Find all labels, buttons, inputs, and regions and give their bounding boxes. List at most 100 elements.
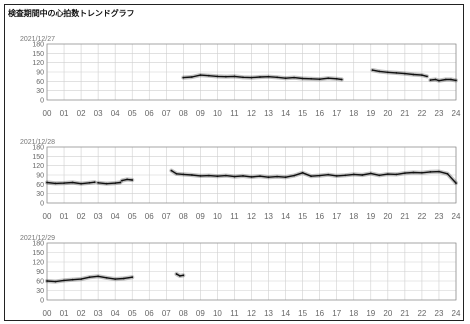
y-tick-label: 120	[32, 163, 44, 170]
y-tick-label: 0	[40, 298, 44, 305]
x-tick-label: 13	[264, 212, 273, 221]
x-tick-label: 12	[247, 309, 256, 318]
heart-rate-point	[395, 72, 398, 74]
heart-rate-point	[438, 79, 440, 82]
x-tick-label: 14	[281, 309, 290, 318]
x-tick-label: 00	[43, 109, 52, 118]
x-tick-label: 14	[281, 212, 290, 221]
y-tick-label: 90	[36, 269, 44, 276]
heart-rate-point	[378, 174, 381, 177]
x-tick-label: 18	[349, 109, 358, 118]
heart-rate-point	[80, 278, 82, 280]
x-tick-label: 14	[281, 109, 290, 118]
heart-rate-point	[259, 76, 261, 78]
heart-rate-point	[233, 75, 236, 78]
heart-rate-point	[434, 78, 437, 81]
heart-rate-point	[88, 276, 91, 279]
y-tick-label: 180	[32, 145, 44, 152]
heart-rate-point	[378, 70, 381, 73]
x-tick-label: 15	[298, 109, 307, 118]
heart-rate-point	[293, 76, 295, 79]
heart-rate-point	[175, 273, 178, 275]
heart-rate-point	[182, 274, 185, 277]
x-tick-label: 08	[179, 309, 188, 318]
heart-rate-point	[170, 169, 173, 172]
x-tick-label: 09	[196, 309, 205, 318]
heart-rate-point	[386, 173, 389, 176]
x-tick-label: 03	[94, 212, 103, 221]
x-tick-label: 17	[332, 309, 341, 318]
x-tick-label: 11	[230, 109, 239, 118]
x-tick-label: 06	[145, 309, 154, 318]
x-tick-label: 00	[43, 309, 52, 318]
heart-rate-point	[121, 179, 123, 182]
y-tick-label: 0	[40, 98, 44, 105]
x-tick-label: 09	[196, 109, 205, 118]
x-tick-label: 00	[43, 212, 52, 221]
x-tick-label: 18	[349, 309, 358, 318]
x-tick-label: 05	[128, 309, 137, 318]
x-tick-label: 20	[383, 109, 392, 118]
heart-rate-point	[310, 77, 312, 80]
x-tick-label: 02	[77, 212, 86, 221]
heart-rate-point	[242, 175, 244, 177]
heart-rate-line	[182, 74, 343, 81]
heart-rate-point	[63, 279, 65, 282]
heart-rate-point	[93, 181, 96, 184]
chart-panel-2: 2021/12/28 00 01 02 03 04 05 06 07 08 09 10 11 12 13 14…	[20, 139, 461, 221]
x-tick-label: 10	[213, 109, 222, 118]
x-tick-label: 07	[162, 212, 171, 221]
heart-rate-point	[191, 174, 193, 176]
x-tick-label: 01	[60, 212, 69, 221]
heart-rate-point	[179, 275, 181, 277]
heart-rate-point	[335, 175, 338, 177]
heart-rate-point	[429, 79, 432, 81]
x-tick-label: 05	[128, 109, 137, 118]
heart-rate-point	[225, 174, 227, 177]
x-tick-label: 16	[315, 212, 324, 221]
heart-rate-line	[97, 181, 122, 185]
chart-panel-1: 2021/12/27 00 01 02 03 04 05 06 07 08 09 10 11 12 13 14…	[20, 36, 461, 118]
x-tick-label: 12	[247, 109, 256, 118]
x-tick-label: 02	[77, 309, 86, 318]
plot-area-border	[46, 43, 457, 101]
x-tick-label: 17	[332, 212, 341, 221]
heart-rate-point	[182, 76, 185, 79]
x-tick-label: 09	[196, 212, 205, 221]
heart-rate-point	[318, 174, 321, 177]
x-tick-label: 22	[417, 212, 426, 221]
heart-rate-point	[97, 181, 99, 184]
heart-rate-point	[310, 175, 312, 178]
y-tick-label: 0	[40, 201, 44, 208]
heart-rate-point	[327, 173, 330, 176]
heart-rate-point	[259, 175, 261, 178]
x-tick-label: 23	[435, 309, 444, 318]
heart-rate-point	[250, 76, 253, 79]
y-tick-label: 60	[36, 182, 44, 189]
heart-rate-point	[97, 275, 99, 278]
chart-frame	[4, 4, 464, 321]
heart-rate-point	[191, 76, 193, 78]
heart-rate-point	[361, 174, 364, 176]
heart-rate-point	[421, 171, 423, 174]
x-tick-label: 03	[94, 309, 103, 318]
x-tick-label: 18	[349, 212, 358, 221]
x-tick-label: 11	[230, 309, 239, 318]
x-tick-label: 04	[111, 212, 120, 221]
heart-rate-point	[182, 173, 185, 176]
x-tick-label: 19	[366, 109, 375, 118]
heart-rate-point	[105, 276, 108, 279]
heart-rate-point	[404, 172, 406, 175]
heart-rate-point	[71, 181, 74, 184]
x-tick-label: 24	[452, 309, 461, 318]
x-tick-label: 06	[145, 212, 154, 221]
y-tick-label: 120	[32, 260, 44, 267]
x-tick-label: 24	[452, 212, 461, 221]
heart-rate-point	[455, 182, 457, 185]
x-tick-label: 24	[452, 109, 461, 118]
y-tick-label: 150	[32, 154, 44, 161]
x-tick-label: 21	[400, 309, 409, 318]
x-tick-label: 10	[213, 309, 222, 318]
heart-rate-point	[88, 181, 91, 184]
x-tick-label: 23	[435, 212, 444, 221]
